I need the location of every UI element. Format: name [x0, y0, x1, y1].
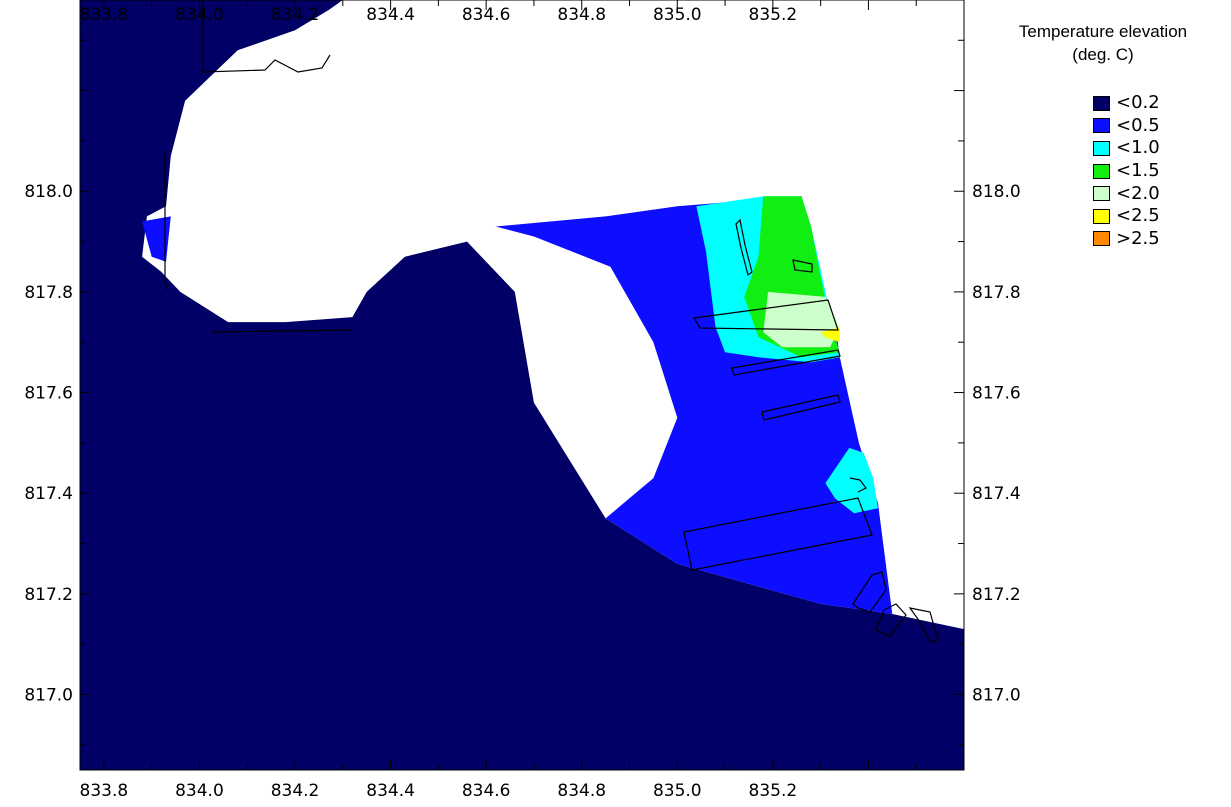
legend-swatch [1093, 95, 1110, 111]
axes: 833.8 833.8 834.0 834.0 834.2 834.2 834.4 834.4… [24, 0, 1021, 801]
x-tick-label-bottom: 834.8 [557, 781, 606, 801]
legend-label: <1.0 [1116, 137, 1160, 159]
legend-title: Temperature elevation (deg. C) [975, 20, 1231, 66]
y-tick-label-left: 817.0 [24, 686, 73, 706]
legend-label: >2.5 [1116, 227, 1160, 249]
y-tick-label-right: 817.2 [972, 585, 1021, 605]
legend-swatch [1093, 231, 1110, 247]
legend-swatch [1093, 163, 1110, 179]
x-tick-label-top: 834.0 [175, 5, 224, 25]
temperature-zones [80, 0, 964, 770]
x-tick-label-bottom: 835.2 [749, 781, 798, 801]
basin-outline [211, 329, 353, 333]
x-tick-label-bottom: 835.0 [653, 781, 702, 801]
curve-outline [849, 477, 867, 493]
legend-swatch [1093, 186, 1110, 202]
pier-outline [792, 259, 813, 273]
jetty-outline [683, 497, 873, 571]
legend-label: <2.5 [1116, 205, 1160, 227]
groyne-outline [852, 571, 887, 613]
legend-item: <0.5 [1093, 115, 1160, 138]
x-tick-label-bottom: 834.4 [366, 781, 415, 801]
y-tick-label-right: 817.0 [972, 686, 1021, 706]
legend-item: >2.5 [1093, 228, 1160, 251]
x-tick-label-top: 834.6 [462, 5, 511, 25]
legend-label: <1.5 [1116, 160, 1160, 182]
legend-label: <2.0 [1116, 182, 1160, 204]
groyne-outline [908, 607, 939, 643]
y-tick-label-left: 817.6 [24, 384, 73, 404]
y-tick-label-right: 817.8 [972, 283, 1021, 303]
zone-0 [80, 0, 964, 770]
zone-7 [820, 327, 840, 343]
x-tick-label-bottom: 834.0 [175, 781, 224, 801]
legend-item: <0.2 [1093, 92, 1160, 115]
legend-swatch [1093, 118, 1110, 134]
legend-title-line2: (deg. C) [1072, 45, 1134, 64]
pier-outline [735, 218, 753, 277]
x-tick-label-top: 833.8 [80, 5, 129, 25]
legend: <0.2 <0.5 <1.0 <1.5 <2.0 <2.5 >2.5 [1093, 92, 1160, 250]
breakwater-outline [164, 150, 169, 291]
y-tick-label-left: 817.2 [24, 585, 73, 605]
y-tick-label-right: 818.0 [972, 182, 1021, 202]
x-tick-label-top: 834.2 [271, 5, 320, 25]
jetty-outline [731, 349, 841, 376]
x-tick-label-top: 834.4 [366, 5, 415, 25]
legend-label: <0.5 [1116, 114, 1160, 136]
y-tick-label-right: 817.6 [972, 384, 1021, 404]
x-tick-label-bottom: 834.2 [271, 781, 320, 801]
legend-swatch [1093, 140, 1110, 156]
legend-item: <1.5 [1093, 160, 1160, 183]
dock-outline [202, 0, 331, 73]
legend-item: <2.0 [1093, 182, 1160, 205]
legend-item: <1.0 [1093, 137, 1160, 160]
jetty-outline [693, 299, 839, 331]
y-tick-label-left: 817.4 [24, 484, 73, 504]
jetty-outline [761, 394, 841, 421]
legend-item: <2.5 [1093, 205, 1160, 228]
y-tick-label-left: 818.0 [24, 182, 73, 202]
x-tick-label-top: 834.8 [557, 5, 606, 25]
y-tick-label-left: 817.8 [24, 283, 73, 303]
x-tick-label-top: 835.2 [749, 5, 798, 25]
x-tick-label-bottom: 834.6 [462, 781, 511, 801]
zone-4 [825, 447, 878, 514]
legend-title-line1: Temperature elevation [1018, 22, 1188, 41]
y-tick-label-right: 817.4 [972, 484, 1021, 504]
legend-label: <0.2 [1116, 92, 1160, 114]
shoreline-structures [164, 0, 939, 643]
zone-2 [142, 216, 171, 262]
x-tick-label-top: 835.0 [653, 5, 702, 25]
plot-frame [79, 0, 965, 771]
groyne-outline [875, 603, 907, 637]
legend-swatch [1093, 208, 1110, 224]
x-tick-label-bottom: 833.8 [80, 781, 129, 801]
